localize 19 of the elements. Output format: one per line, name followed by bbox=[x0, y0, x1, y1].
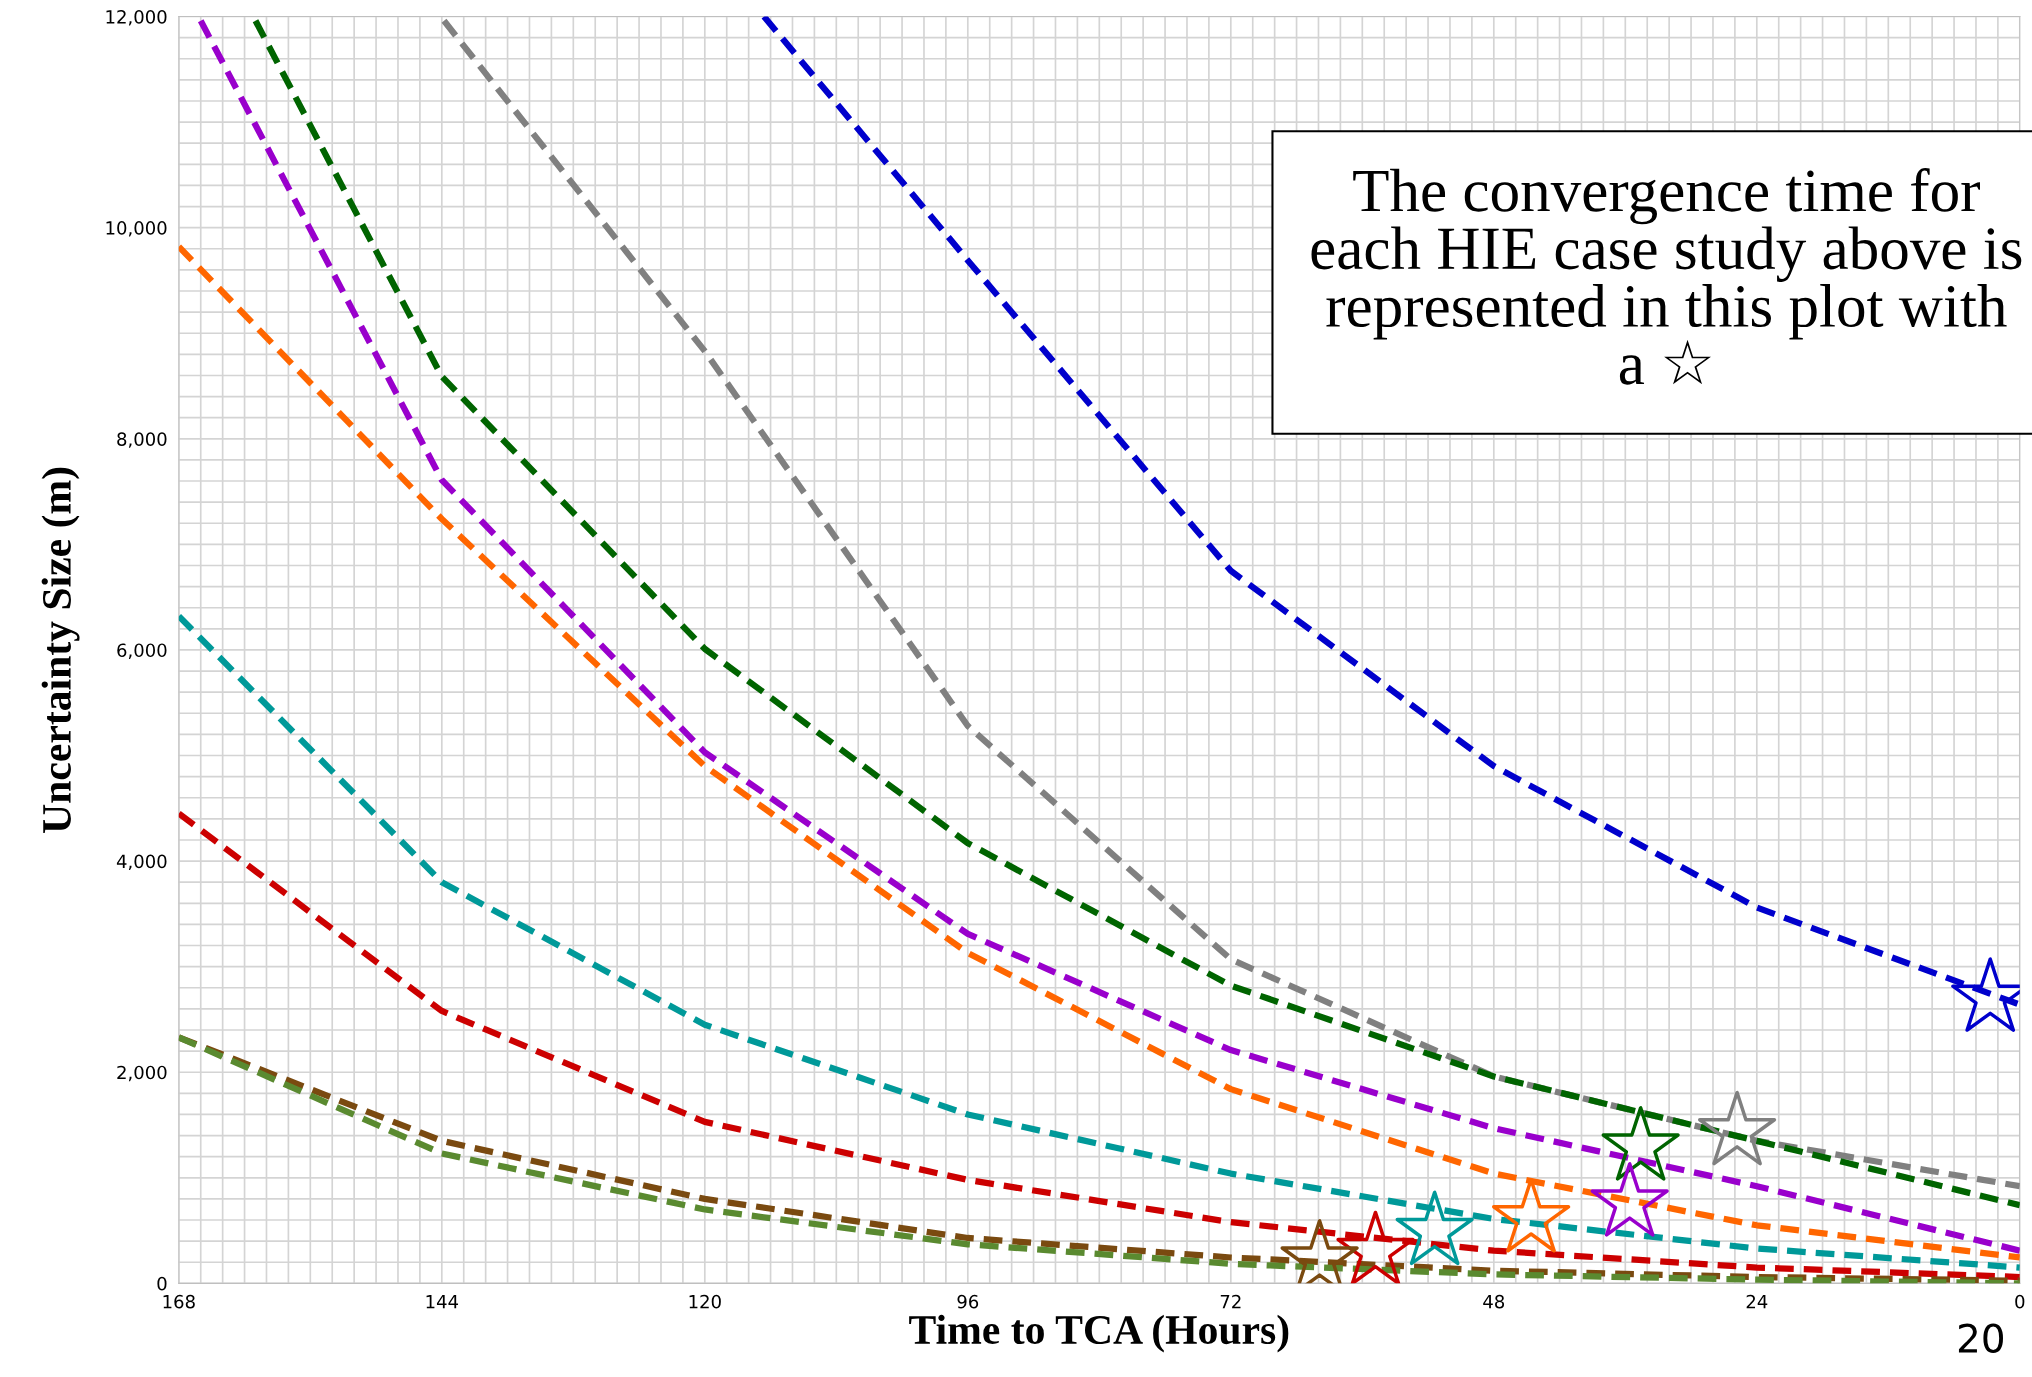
y-tick-label: 8,000 bbox=[117, 432, 167, 448]
x-tick-label: 120 bbox=[689, 1294, 721, 1309]
y-tick-label: 2,000 bbox=[117, 1065, 167, 1082]
x-tick-label: 168 bbox=[163, 1294, 195, 1309]
x-axis-title: Time to TCA (Hours) bbox=[909, 1314, 1289, 1353]
y-tick-label: 12,000 bbox=[106, 9, 167, 26]
x-tick-label: 48 bbox=[1483, 1294, 1505, 1309]
x-tick-label: 96 bbox=[957, 1294, 979, 1309]
y-tick-label: 0 bbox=[157, 1276, 167, 1291]
y-tick-label: 6,000 bbox=[117, 643, 167, 659]
text: 20 bbox=[1958, 1323, 2003, 1353]
x-tick-label: 24 bbox=[1746, 1294, 1768, 1309]
y-axis-title: Uncertainty Size (m) bbox=[41, 467, 80, 833]
annotation: The convergence time for each HIE case study above is represented in this plot with a ☆ bbox=[1311, 168, 2022, 385]
y-tick-label: 4,000 bbox=[116, 854, 167, 871]
x-tick-label: 144 bbox=[426, 1295, 459, 1309]
x-tick-label: 0 bbox=[2015, 1294, 2025, 1309]
x-tick-label: 72 bbox=[1220, 1294, 1241, 1309]
y-tick-label: 10,000 bbox=[106, 221, 167, 237]
